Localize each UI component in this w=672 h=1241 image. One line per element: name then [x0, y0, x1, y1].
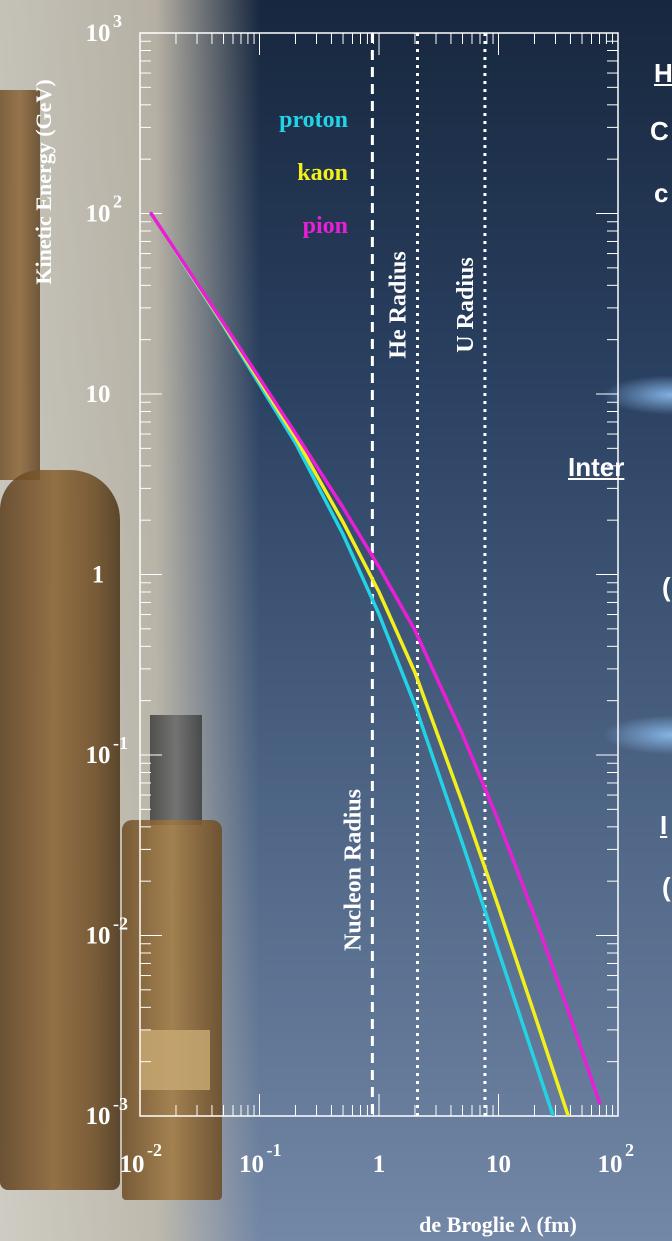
x-tick-label: 10 — [120, 1151, 145, 1178]
y-tick-label: 1 — [92, 562, 105, 589]
y-tick-label: 10 — [86, 923, 111, 950]
series-line-proton — [149, 212, 555, 1116]
side-text-3: Inter — [568, 452, 625, 482]
side-text-6: ( — [662, 872, 671, 902]
series-lines — [149, 211, 602, 1116]
x-tick-label: 10 — [486, 1151, 511, 1178]
x-tick-exponent: 2 — [625, 1140, 634, 1160]
y-tick-label: 10 — [86, 20, 111, 47]
y-tick-exponent: 3 — [113, 11, 122, 31]
y-tick-label: 10 — [86, 742, 111, 769]
side-glow-1 — [602, 375, 672, 415]
side-text-1: C — [650, 116, 669, 146]
background-bottle — [0, 470, 120, 1190]
x-tick-exponent: -2 — [147, 1140, 162, 1160]
background-bottle-neck — [0, 90, 40, 480]
legend-proton: proton — [279, 107, 348, 133]
x-tick-label: 10 — [598, 1151, 623, 1178]
background-small-bottle — [122, 820, 222, 1200]
x-tick-label: 10 — [239, 1151, 264, 1178]
series-line-pion — [149, 211, 602, 1105]
y-tick-label: 10 — [86, 1103, 111, 1130]
reference-line-label-0: Nucleon Radius — [340, 789, 366, 951]
legend-pion: pion — [303, 213, 348, 239]
side-text-0: H — [654, 58, 672, 88]
reference-lines: Nucleon Radius He Radius U Radius — [340, 33, 487, 1116]
reference-line-label-2: U Radius — [453, 257, 479, 352]
legend-kaon: kaon — [297, 160, 348, 186]
y-tick-exponent: -2 — [113, 914, 128, 934]
background-bottle-label — [140, 1030, 210, 1090]
background-small-bottle-cap — [150, 715, 202, 825]
series-line-kaon — [149, 212, 571, 1116]
y-tick-label: 10 — [86, 201, 111, 228]
y-tick-label: 10 — [86, 381, 111, 408]
side-text-5: I — [660, 810, 668, 840]
side-text-4: ( — [662, 572, 671, 602]
x-tick-label: 1 — [373, 1151, 386, 1178]
reference-line-label-1: He Radius — [386, 251, 412, 358]
side-text-2: c — [654, 178, 669, 208]
y-tick-exponent: -1 — [113, 733, 128, 753]
y-tick-exponent: -3 — [113, 1094, 128, 1114]
side-glow-2 — [602, 715, 672, 755]
y-axis-label: Kinetic Energy (GeV) — [31, 79, 56, 284]
x-tick-exponent: -1 — [267, 1140, 282, 1160]
y-tick-exponent: 2 — [113, 192, 122, 212]
x-axis-label: de Broglie λ (fm) — [419, 1212, 577, 1237]
